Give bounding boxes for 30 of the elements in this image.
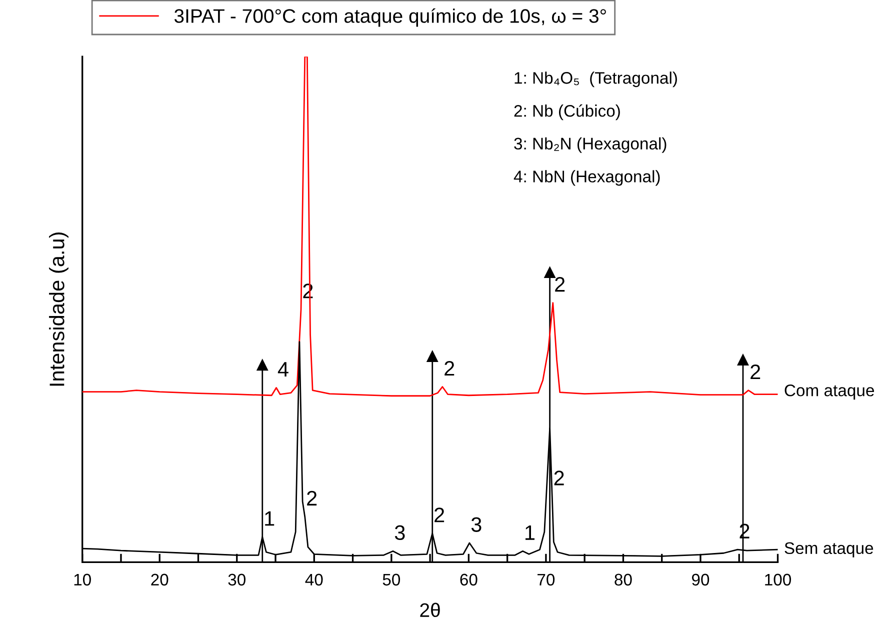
annotation: 1 — [526, 526, 534, 540]
annotation: 4: NbN (Hexagonal) — [514, 170, 660, 186]
x-tick-label: 40 — [305, 574, 323, 586]
annotation: Com ataque — [784, 384, 874, 400]
annotation: 2 — [307, 490, 317, 506]
x-tick-label: 10 — [74, 574, 91, 586]
annotation: 3 — [394, 525, 405, 540]
y-axis-title: Intensidade (a.u) — [49, 232, 68, 386]
annotation: 1: Nb₄O₅ (Tetragonal) — [514, 72, 677, 88]
annotation: 3: Nb₂N (Hexagonal) — [514, 137, 666, 153]
annotation: Sem ataque — [784, 542, 874, 558]
x-axis-title: 2θ — [420, 602, 440, 618]
annotation: 3 — [471, 517, 482, 532]
x-tick-label: 30 — [228, 574, 246, 586]
x-tick-label: 90 — [692, 574, 710, 586]
x-tick-label: 100 — [765, 574, 792, 586]
annotation: 2 — [434, 508, 444, 522]
x-tick-label: 80 — [614, 574, 632, 586]
annotation: 2 — [750, 364, 760, 380]
annotation: 2: Nb (Cúbico) — [514, 104, 620, 120]
x-tick-label: 20 — [151, 574, 168, 586]
annotation: 2 — [555, 277, 565, 292]
annotation: 2 — [554, 470, 564, 486]
annotation: 2 — [444, 360, 454, 376]
x-tick-label: 50 — [382, 574, 400, 586]
legend-label: 3IPAT - 700°C com ataque químico de 10s, ω = 3° — [174, 8, 606, 27]
annotation: 1 — [265, 511, 274, 526]
annotation: 4 — [278, 362, 288, 377]
x-tick-label: 70 — [538, 574, 555, 586]
x-tick-label: 60 — [460, 574, 478, 586]
